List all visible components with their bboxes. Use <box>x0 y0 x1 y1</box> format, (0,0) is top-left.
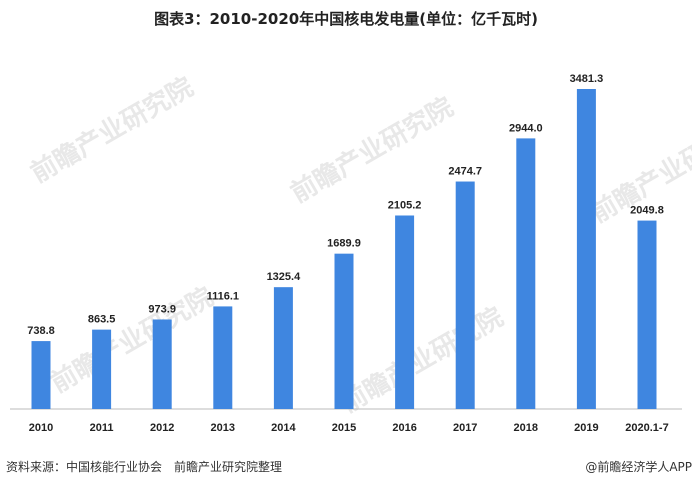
bar <box>273 287 293 409</box>
bar <box>213 306 233 409</box>
data-label: 2474.7 <box>448 166 482 178</box>
bar <box>334 253 354 409</box>
x-tick-label: 2010 <box>29 422 53 434</box>
bar <box>576 89 596 409</box>
data-label: 1116.1 <box>207 290 239 302</box>
data-label: 3481.3 <box>570 73 604 85</box>
x-tick-label: 2017 <box>453 422 477 434</box>
data-label: 973.9 <box>148 303 176 315</box>
bar <box>152 319 172 409</box>
x-tick-label: 2013 <box>211 422 235 434</box>
data-label: 1689.9 <box>327 238 361 250</box>
data-label: 863.5 <box>88 314 116 326</box>
data-label: 2049.8 <box>630 205 664 217</box>
data-label: 1325.4 <box>267 271 302 283</box>
bar <box>455 181 475 409</box>
bar <box>516 138 536 410</box>
x-tick-label: 2011 <box>90 422 114 434</box>
source-note: 资料来源：中国核能行业协会 前瞻产业研究院整理 <box>6 460 283 474</box>
bar <box>92 329 112 409</box>
x-tick-label: 2019 <box>574 422 598 434</box>
x-tick-label: 2016 <box>392 422 416 434</box>
x-tick-label: 2018 <box>514 422 538 434</box>
bar <box>31 341 51 409</box>
x-tick-label: 2014 <box>271 422 296 434</box>
bar <box>637 220 657 409</box>
x-tick-label: 2020.1-7 <box>625 422 668 434</box>
data-label: 738.8 <box>27 325 55 337</box>
x-tick-label: 2015 <box>332 422 356 434</box>
brand-credit: @前瞻经济学人APP <box>585 460 692 474</box>
data-label: 2944.0 <box>509 122 543 134</box>
chart-title: 图表3：2010-2020年中国核电发电量(单位：亿千瓦时) <box>154 10 538 28</box>
bar <box>395 215 415 409</box>
data-label: 2105.2 <box>388 199 422 211</box>
x-tick-label: 2012 <box>150 422 174 434</box>
